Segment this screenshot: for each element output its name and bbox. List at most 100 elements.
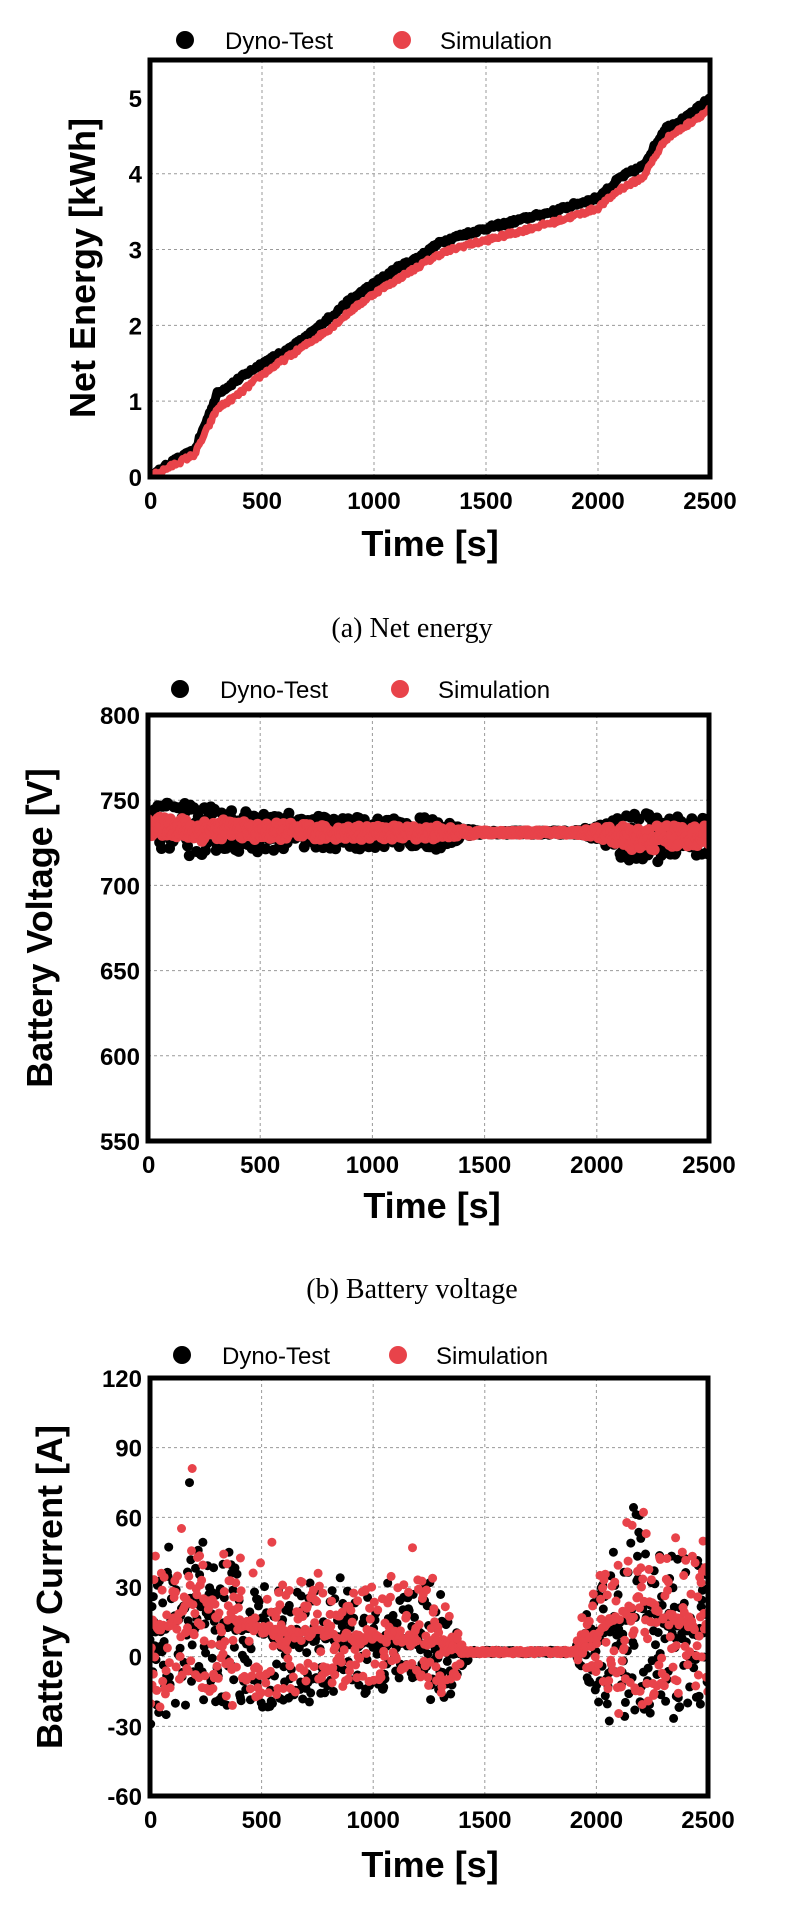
data-point — [622, 1567, 632, 1577]
data-point — [653, 1607, 663, 1616]
data-point — [312, 1597, 322, 1606]
data-point — [407, 1659, 417, 1668]
data-point — [302, 1601, 312, 1611]
data-point — [694, 1691, 704, 1701]
data-point — [351, 1660, 361, 1670]
data-point — [691, 1681, 701, 1691]
data-point — [690, 1558, 700, 1568]
x-tick-label: 2000 — [571, 488, 624, 515]
x-axis-title: Time [s] — [361, 1844, 498, 1885]
y-tick-label: -60 — [107, 1784, 142, 1811]
data-point — [185, 1478, 194, 1488]
data-point — [183, 1623, 192, 1633]
series-simulation — [150, 1464, 708, 1718]
data-point — [673, 1554, 683, 1564]
data-point — [331, 1641, 340, 1651]
data-point — [696, 1578, 706, 1588]
x-tick-label: 1000 — [346, 1152, 399, 1179]
data-point — [173, 1616, 183, 1625]
y-tick-label: 3 — [129, 238, 142, 265]
data-point — [316, 1647, 326, 1657]
data-point — [386, 1571, 396, 1581]
legend-marker-dyno — [173, 1346, 191, 1364]
data-point — [584, 1616, 594, 1626]
x-tick-label: 0 — [142, 1152, 155, 1179]
data-point — [223, 1601, 233, 1611]
data-point — [663, 1585, 673, 1595]
data-point — [437, 1682, 447, 1692]
x-tick-label: 500 — [242, 488, 282, 515]
legend-marker-simulation — [389, 1346, 407, 1364]
data-point — [603, 1684, 613, 1694]
data-point — [391, 1654, 401, 1664]
data-point — [671, 1641, 681, 1651]
data-point — [183, 1616, 193, 1626]
data-point — [301, 1676, 311, 1686]
series-dyno-test — [150, 93, 710, 477]
data-point — [320, 1688, 330, 1698]
series-simulation — [148, 811, 709, 856]
data-point — [200, 1671, 210, 1681]
data-point — [600, 1691, 610, 1701]
data-point — [260, 1582, 269, 1592]
data-point — [355, 1653, 365, 1663]
data-point — [314, 1581, 324, 1591]
data-point — [408, 1543, 417, 1553]
data-point — [175, 1652, 185, 1661]
data-point — [199, 1636, 209, 1646]
data-point — [378, 1660, 388, 1670]
data-point — [436, 1590, 446, 1599]
data-point — [231, 1578, 241, 1588]
data-point — [677, 1547, 687, 1557]
data-point — [659, 1681, 669, 1691]
data-point — [313, 1568, 323, 1578]
data-point — [353, 1596, 363, 1606]
data-point — [213, 1673, 223, 1683]
data-point — [404, 1587, 413, 1597]
data-point — [616, 1682, 626, 1692]
y-tick-label: 800 — [100, 703, 140, 730]
data-point — [248, 1568, 258, 1578]
data-point — [647, 1575, 656, 1585]
data-point — [188, 1600, 198, 1610]
data-point — [442, 1656, 452, 1666]
data-point — [365, 1603, 375, 1613]
data-point — [610, 1577, 620, 1587]
data-point — [665, 1632, 675, 1642]
data-point — [267, 1537, 277, 1547]
data-point — [626, 1538, 636, 1548]
x-tick-label: 1500 — [458, 1152, 511, 1179]
legend: Dyno-Test Simulation — [171, 677, 550, 704]
data-point — [268, 1698, 277, 1708]
data-point — [187, 1640, 197, 1650]
data-point — [601, 1637, 611, 1647]
data-point — [261, 1678, 271, 1688]
data-point — [379, 1682, 389, 1692]
data-point — [162, 1610, 172, 1620]
data-point — [452, 1671, 462, 1681]
data-point — [150, 1551, 160, 1561]
data-point — [339, 1645, 349, 1655]
data-point — [296, 1636, 306, 1645]
data-point — [446, 1689, 456, 1699]
data-point — [627, 1520, 637, 1530]
data-point — [217, 1627, 227, 1637]
x-tick-labels: 0 500 1000 1500 2000 2500 — [142, 1152, 736, 1179]
x-tick-label: 2500 — [682, 1152, 735, 1179]
data-point — [383, 1578, 393, 1588]
data-point — [347, 1617, 357, 1627]
data-point — [229, 1642, 239, 1652]
x-tick-label: 2000 — [570, 1152, 623, 1179]
legend-marker-simulation — [391, 680, 409, 698]
data-point — [235, 1553, 245, 1563]
data-point — [187, 1676, 196, 1686]
data-point — [327, 1586, 337, 1596]
data-point — [629, 1612, 638, 1622]
y-tick-labels: 550 600 650 700 750 800 — [100, 703, 140, 1156]
data-point — [306, 1688, 316, 1698]
data-point — [170, 1698, 180, 1708]
x-tick-label: 0 — [144, 1807, 157, 1834]
data-point — [298, 1612, 308, 1621]
data-point — [370, 1659, 380, 1669]
data-point — [395, 1626, 405, 1636]
